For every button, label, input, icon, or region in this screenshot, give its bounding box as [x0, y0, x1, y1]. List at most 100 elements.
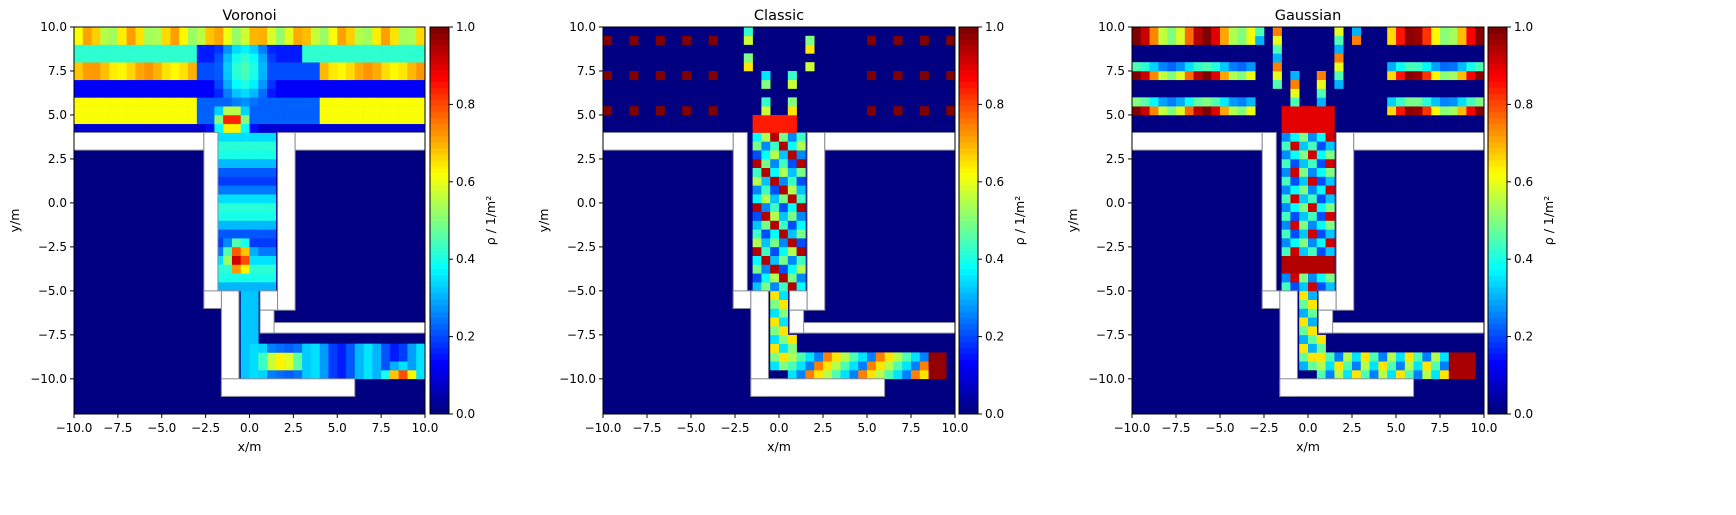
heatmap-cell [240, 229, 250, 239]
colorbar-segment [430, 401, 449, 409]
heatmap-cell [1228, 35, 1238, 45]
heatmap-cell [407, 70, 417, 81]
heatmap-cell [372, 27, 382, 37]
colorbar-label: ρ / 1/m² [1541, 196, 1556, 245]
heatmap-cell [1228, 70, 1238, 81]
heatmap-cell [1184, 97, 1194, 107]
heatmap-cell [135, 35, 145, 45]
heatmap-cell [1325, 141, 1335, 151]
colorbar-segment [430, 51, 449, 58]
heatmap-cell [381, 370, 391, 380]
heatmap-cell [240, 27, 250, 37]
heatmap-cell [1132, 106, 1142, 116]
colorbar-segment [1488, 51, 1507, 58]
heatmap-cell [743, 53, 753, 63]
heatmap-cell [1457, 62, 1467, 72]
heatmap-cell [603, 70, 613, 81]
heatmap-cell [796, 352, 806, 362]
heatmap-cell [937, 352, 947, 362]
colorbar-segment [430, 111, 449, 119]
heatmap-cell [1167, 97, 1177, 107]
x-tick-label: −5.0 [147, 421, 176, 435]
heatmap-cell [381, 361, 391, 371]
colorbar-segment [430, 75, 449, 82]
heatmap-cell [258, 273, 268, 283]
heatmap-cell [389, 79, 399, 89]
heatmap-cell [1290, 150, 1300, 160]
heatmap-cell [74, 106, 84, 116]
heatmap-cell [267, 238, 277, 248]
heatmap-cell [258, 70, 268, 81]
heatmap-cell [1290, 211, 1300, 221]
heatmap-cell [884, 361, 894, 371]
colorbar-segment [430, 395, 449, 403]
y-tick-label: 2.5 [577, 152, 596, 166]
heatmap-cell [1448, 97, 1458, 107]
heatmap-cell [240, 238, 250, 248]
heatmap-cell [258, 352, 268, 362]
heatmap-cell [770, 194, 780, 204]
heatmap-cell [223, 132, 233, 142]
heatmap-cell [1299, 326, 1309, 336]
heatmap-cell [1220, 62, 1230, 72]
heatmap-cell [761, 255, 771, 265]
heatmap-cell [779, 132, 789, 142]
heatmap-cell [188, 70, 198, 81]
heatmap-cell [875, 352, 885, 362]
heatmap-cell [319, 70, 329, 81]
heatmap-cell [328, 35, 338, 45]
heatmap-cell [117, 106, 127, 116]
heatmap-cell [196, 97, 206, 107]
heatmap-cell [398, 70, 408, 81]
heatmap-cell [135, 97, 145, 107]
heatmap-cell [231, 167, 242, 177]
heatmap-cell [354, 79, 364, 89]
heatmap-cell [787, 176, 797, 186]
heatmap-cell [372, 343, 382, 353]
heatmap-cell [1255, 35, 1265, 45]
heatmap-cell [100, 70, 110, 81]
heatmap-cell [1387, 97, 1397, 107]
heatmap-cell [416, 70, 426, 81]
heatmap-cell [354, 62, 364, 72]
heatmap-cell [1158, 70, 1168, 81]
heatmap-cell [1220, 70, 1230, 81]
heatmap-cell [893, 35, 903, 45]
heatmap-cell [787, 70, 797, 81]
heatmap-cell [416, 79, 426, 89]
heatmap-cell [787, 220, 797, 230]
heatmap-cell [381, 53, 391, 63]
heatmap-cell [682, 35, 692, 45]
heatmap-cell [223, 106, 233, 116]
heatmap-cell [1281, 255, 1291, 265]
y-tick-label: 0.0 [577, 196, 596, 210]
heatmap-cell [240, 334, 250, 344]
heatmap-cell [196, 123, 206, 133]
heatmap-cell [337, 370, 347, 380]
heatmap-cell [849, 361, 859, 371]
heatmap-cell [214, 35, 224, 45]
heatmap-cell [398, 361, 408, 371]
heatmap-cell [1413, 62, 1423, 72]
heatmap-cell [770, 176, 780, 186]
heatmap-cell [240, 97, 250, 107]
heatmap-cell [416, 35, 426, 45]
heatmap-cell [135, 79, 145, 89]
heatmap-cell [761, 264, 771, 274]
heatmap-cell [284, 53, 294, 63]
heatmap-cell [1158, 27, 1168, 37]
heatmap-cell [161, 35, 171, 45]
heatmap-cell [223, 229, 233, 239]
heatmap-cell [258, 27, 268, 37]
heatmap-cell [100, 62, 110, 72]
heatmap-cell [284, 361, 294, 371]
heatmap-cell [179, 27, 189, 37]
heatmap-cell [1290, 123, 1300, 133]
heatmap-cell [363, 70, 373, 81]
heatmap-cell [144, 62, 154, 72]
colorbar-segment [959, 335, 978, 342]
heatmap-cell [214, 114, 224, 125]
heatmap-cell [381, 44, 391, 54]
heatmap-cell [214, 79, 224, 89]
x-tick-label: 0.0 [1298, 421, 1317, 435]
